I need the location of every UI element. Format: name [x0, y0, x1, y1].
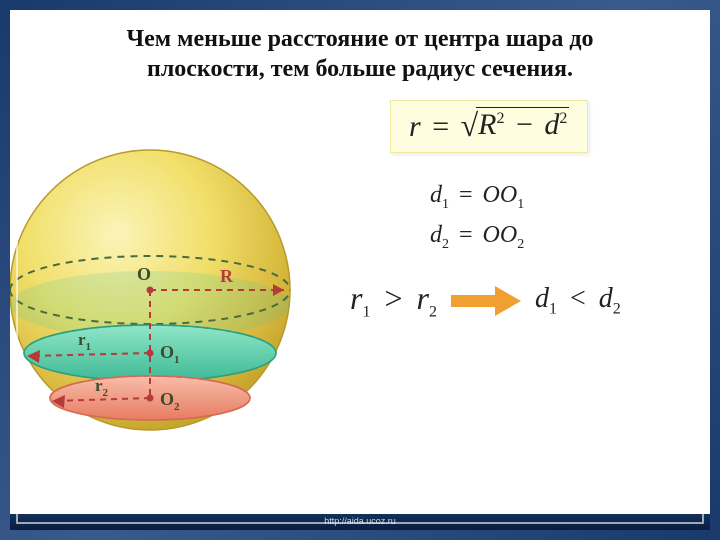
diagram-panel: O O1 O2 R r1 r2 [10, 100, 320, 508]
slide-content: Чем меньше расстояние от центра шара до … [10, 10, 710, 530]
implies-arrow-icon [451, 284, 521, 318]
slide-title: Чем меньше расстояние от центра шара до … [10, 10, 710, 90]
formula-eq: = [428, 110, 453, 143]
formula-minus: − [512, 108, 537, 141]
formula-d: d [544, 108, 559, 141]
implication-lhs: r1 > r2 [350, 280, 437, 321]
implication-rhs: d1 < d2 [535, 283, 621, 319]
implication-row: r1 > r2 d1 < d2 [350, 280, 621, 321]
definitions: d1 = OO1 d2 = OO2 [430, 176, 524, 256]
main-formula: r = √ R2 − d2 [390, 100, 588, 153]
def-d1: d1 = OO1 [430, 176, 524, 216]
footer-link: http://aida.ucoz.ru [324, 516, 396, 526]
label-R: R [220, 266, 234, 286]
formula-radical: √ R2 − d2 [461, 107, 570, 144]
label-O: O [137, 264, 151, 284]
def-d2: d2 = OO2 [430, 216, 524, 256]
formula-R: R [478, 108, 496, 141]
footer-bar: http://aida.ucoz.ru [10, 514, 710, 530]
formula-r: r [409, 110, 421, 143]
formula-panel: r = √ R2 − d2 d1 = OO1 d [320, 100, 710, 508]
title-line-1: Чем меньше расстояние от центра шара до [127, 26, 594, 52]
main-area: O O1 O2 R r1 r2 r = √ R2 − d2 [10, 100, 710, 508]
formula-d-sup: 2 [559, 110, 567, 127]
sphere-diagram: O O1 O2 R r1 r2 [0, 100, 320, 480]
title-line-2: плоскости, тем больше радиус сечения. [147, 56, 573, 82]
formula-R-sup: 2 [497, 110, 505, 127]
